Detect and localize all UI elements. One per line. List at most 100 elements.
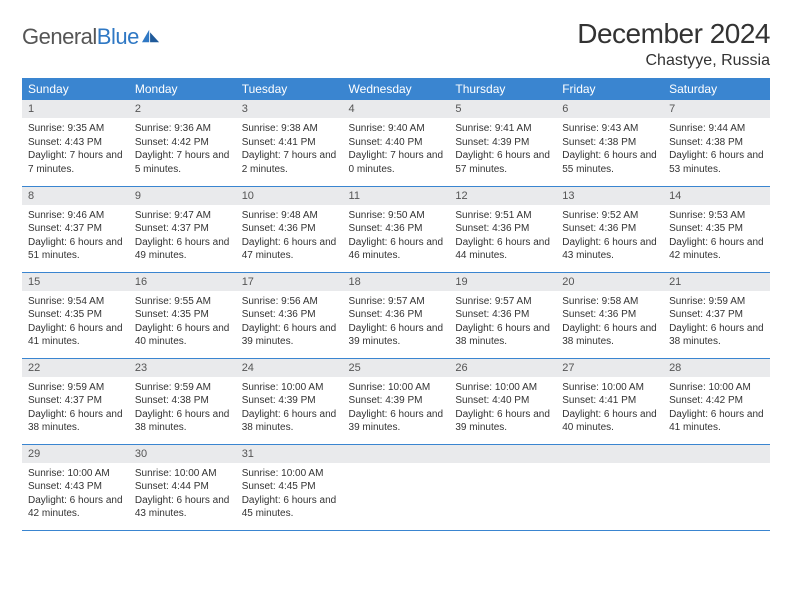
daylight-line: Daylight: 6 hours and 38 minutes. [455,322,550,349]
sunset-line: Sunset: 4:42 PM [135,136,230,150]
sunset-line: Sunset: 4:43 PM [28,136,123,150]
sunset-line: Sunset: 4:36 PM [455,222,550,236]
calendar-cell: 21Sunrise: 9:59 AMSunset: 4:37 PMDayligh… [663,272,770,358]
calendar-row: 15Sunrise: 9:54 AMSunset: 4:35 PMDayligh… [22,272,770,358]
day-number-empty [663,445,770,463]
sunset-line: Sunset: 4:43 PM [28,480,123,494]
sunset-line: Sunset: 4:41 PM [242,136,337,150]
sunrise-line: Sunrise: 9:51 AM [455,209,550,223]
calendar-cell: 15Sunrise: 9:54 AMSunset: 4:35 PMDayligh… [22,272,129,358]
day-number: 29 [22,445,129,463]
day-body: Sunrise: 9:59 AMSunset: 4:37 PMDaylight:… [22,377,129,441]
sunrise-line: Sunrise: 10:00 AM [562,381,657,395]
sunset-line: Sunset: 4:35 PM [28,308,123,322]
sunrise-line: Sunrise: 10:00 AM [135,467,230,481]
sunrise-line: Sunrise: 9:59 AM [669,295,764,309]
day-number: 8 [22,187,129,205]
daylight-line: Daylight: 6 hours and 53 minutes. [669,149,764,176]
day-number-empty [343,445,450,463]
sunset-line: Sunset: 4:36 PM [349,308,444,322]
daylight-line: Daylight: 6 hours and 44 minutes. [455,236,550,263]
daylight-line: Daylight: 7 hours and 2 minutes. [242,149,337,176]
day-body: Sunrise: 10:00 AMSunset: 4:40 PMDaylight… [449,377,556,441]
calendar-cell [663,444,770,530]
day-number: 7 [663,100,770,118]
sunset-line: Sunset: 4:35 PM [135,308,230,322]
day-body: Sunrise: 9:58 AMSunset: 4:36 PMDaylight:… [556,291,663,355]
sunrise-line: Sunrise: 9:55 AM [135,295,230,309]
daylight-line: Daylight: 6 hours and 38 minutes. [242,408,337,435]
calendar-cell: 10Sunrise: 9:48 AMSunset: 4:36 PMDayligh… [236,186,343,272]
daylight-line: Daylight: 6 hours and 57 minutes. [455,149,550,176]
calendar-cell: 14Sunrise: 9:53 AMSunset: 4:35 PMDayligh… [663,186,770,272]
day-number: 9 [129,187,236,205]
day-body: Sunrise: 9:38 AMSunset: 4:41 PMDaylight:… [236,118,343,182]
col-tuesday: Tuesday [236,78,343,100]
sunrise-line: Sunrise: 9:44 AM [669,122,764,136]
daylight-line: Daylight: 6 hours and 39 minutes. [242,322,337,349]
day-number: 15 [22,273,129,291]
header: GeneralBlue December 2024 Chastyye, Russ… [22,18,770,70]
day-number: 3 [236,100,343,118]
logo-text: GeneralBlue [22,24,139,50]
calendar-cell: 6Sunrise: 9:43 AMSunset: 4:38 PMDaylight… [556,100,663,186]
day-body: Sunrise: 9:44 AMSunset: 4:38 PMDaylight:… [663,118,770,182]
sunset-line: Sunset: 4:39 PM [349,394,444,408]
daylight-line: Daylight: 6 hours and 38 minutes. [562,322,657,349]
sunset-line: Sunset: 4:36 PM [562,308,657,322]
day-body: Sunrise: 9:43 AMSunset: 4:38 PMDaylight:… [556,118,663,182]
col-monday: Monday [129,78,236,100]
col-thursday: Thursday [449,78,556,100]
day-number-empty [556,445,663,463]
logo: GeneralBlue [22,18,160,50]
sunrise-line: Sunrise: 9:48 AM [242,209,337,223]
day-body: Sunrise: 10:00 AMSunset: 4:43 PMDaylight… [22,463,129,527]
day-number: 21 [663,273,770,291]
sunset-line: Sunset: 4:45 PM [242,480,337,494]
calendar-cell: 30Sunrise: 10:00 AMSunset: 4:44 PMDaylig… [129,444,236,530]
calendar-cell: 27Sunrise: 10:00 AMSunset: 4:41 PMDaylig… [556,358,663,444]
daylight-line: Daylight: 6 hours and 46 minutes. [349,236,444,263]
sunrise-line: Sunrise: 10:00 AM [28,467,123,481]
day-body: Sunrise: 10:00 AMSunset: 4:42 PMDaylight… [663,377,770,441]
calendar-cell: 22Sunrise: 9:59 AMSunset: 4:37 PMDayligh… [22,358,129,444]
sunset-line: Sunset: 4:40 PM [349,136,444,150]
sunset-line: Sunset: 4:37 PM [28,222,123,236]
calendar-row: 1 Sunrise: 9:35 AMSunset: 4:43 PM Daylight… [22,100,770,186]
day-body: Sunrise: 9:54 AMSunset: 4:35 PMDaylight:… [22,291,129,355]
sunset-line: Sunset: 4:39 PM [242,394,337,408]
calendar-cell: 25Sunrise: 10:00 AMSunset: 4:39 PMDaylig… [343,358,450,444]
daylight-line: Daylight: 6 hours and 49 minutes. [135,236,230,263]
calendar-cell: 28Sunrise: 10:00 AMSunset: 4:42 PMDaylig… [663,358,770,444]
sunrise-line: Sunrise: 9:46 AM [28,209,123,223]
daylight-line: Daylight: 7 hours and 0 minutes. [349,149,444,176]
daylight-line: Daylight: 6 hours and 39 minutes. [455,408,550,435]
daylight-line: Daylight: 6 hours and 45 minutes. [242,494,337,521]
calendar-cell: 24Sunrise: 10:00 AMSunset: 4:39 PMDaylig… [236,358,343,444]
day-number: 14 [663,187,770,205]
calendar-cell: 19Sunrise: 9:57 AMSunset: 4:36 PMDayligh… [449,272,556,358]
sunrise-line: Sunrise: 9:53 AM [669,209,764,223]
day-number: 1 [22,100,129,118]
day-number: 23 [129,359,236,377]
day-body: Sunrise: 9:57 AMSunset: 4:36 PMDaylight:… [449,291,556,355]
calendar-row: 29Sunrise: 10:00 AMSunset: 4:43 PMDaylig… [22,444,770,530]
day-body: Sunrise: 9:41 AMSunset: 4:39 PMDaylight:… [449,118,556,182]
calendar-cell: 20Sunrise: 9:58 AMSunset: 4:36 PMDayligh… [556,272,663,358]
day-number-empty [449,445,556,463]
day-number: 19 [449,273,556,291]
sunrise-line: Sunrise: 9:58 AM [562,295,657,309]
sunset-line: Sunset: 4:38 PM [669,136,764,150]
sunrise-line: Sunrise: 9:59 AM [135,381,230,395]
title-block: December 2024 Chastyye, Russia [577,18,770,70]
sunrise-line: Sunrise: 10:00 AM [455,381,550,395]
sunset-line: Sunset: 4:37 PM [135,222,230,236]
sunset-line: Sunset: 4:36 PM [349,222,444,236]
sunrise-line: Sunrise: 9:35 AM [28,122,123,136]
calendar-cell: 2Sunrise: 9:36 AMSunset: 4:42 PMDaylight… [129,100,236,186]
calendar-cell: 5Sunrise: 9:41 AMSunset: 4:39 PMDaylight… [449,100,556,186]
calendar-cell: 23Sunrise: 9:59 AMSunset: 4:38 PMDayligh… [129,358,236,444]
daylight-line: Daylight: 6 hours and 41 minutes. [28,322,123,349]
col-friday: Friday [556,78,663,100]
sunrise-line: Sunrise: 10:00 AM [242,381,337,395]
